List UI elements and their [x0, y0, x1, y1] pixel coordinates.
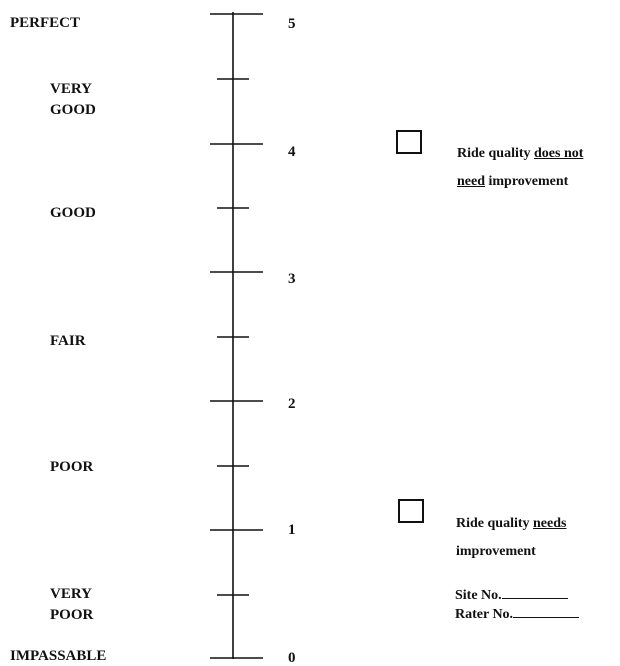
underlined-does-not: does not [534, 146, 584, 161]
label-poor: POOR [50, 459, 94, 475]
option-no-improvement-line2: need improvement [457, 174, 569, 189]
number-4: 4 [288, 144, 296, 160]
number-3: 3 [288, 271, 296, 287]
label-very-poor: VERY POOR [50, 584, 93, 626]
underlined-needs: needs [533, 516, 567, 531]
label-very-poor-line1: VERY [50, 586, 92, 602]
option-needs-improvement-line2: improvement [456, 544, 536, 559]
option-no-improvement-line1: Ride quality does not [457, 146, 584, 161]
label-impassable: IMPASSABLE [10, 648, 107, 664]
label-fair: FAIR [50, 333, 86, 349]
option-needs-improvement-label: Ride quality needs improvement [456, 517, 566, 559]
rater-number-blank[interactable] [513, 605, 580, 618]
rater-number-label: Rater No. [455, 607, 514, 622]
site-number-label: Site No. [455, 588, 502, 603]
label-very-good-line2: GOOD [50, 102, 96, 118]
option-needs-improvement-line1: Ride quality needs [456, 516, 567, 531]
label-very-poor-line2: POOR [50, 607, 94, 623]
label-perfect: PERFECT [10, 15, 81, 31]
checkbox-needs-improvement[interactable] [398, 499, 424, 523]
site-number-blank[interactable] [501, 586, 568, 599]
number-0: 0 [288, 650, 296, 666]
label-very-good-line1: VERY [50, 81, 92, 97]
underlined-need: need [457, 174, 485, 189]
checkbox-no-improvement[interactable] [396, 130, 422, 154]
number-5: 5 [288, 16, 296, 32]
site-number-field[interactable]: Site No. [455, 586, 568, 603]
label-good: GOOD [50, 205, 96, 221]
rater-number-field[interactable]: Rater No. [455, 605, 580, 622]
number-2: 2 [288, 396, 296, 412]
option-no-improvement-label: Ride quality does not need improvement [457, 147, 583, 189]
label-very-good: VERY GOOD [50, 79, 96, 121]
number-1: 1 [288, 522, 296, 538]
